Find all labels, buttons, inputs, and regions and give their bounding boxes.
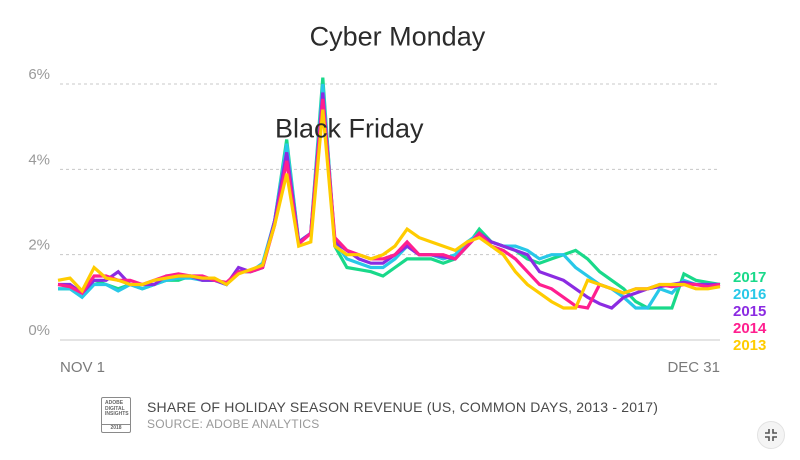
x-label-end: DEC 31 <box>667 359 720 376</box>
line-chart: 0% 2% 4% 6% NOV 1 DEC 31 Black Friday Cyber … <box>0 0 800 390</box>
chart-title: SHARE OF HOLIDAY SEASON REVENUE (US, COM… <box>147 399 658 415</box>
y-axis-ticks: 0% 2% 4% 6% <box>28 66 50 339</box>
adobe-insights-logo: ADOBE DIGITAL INSIGHTS 2018 <box>101 397 131 433</box>
y-tick-label: 0% <box>28 322 50 339</box>
chart-footer: ADOBE DIGITAL INSIGHTS 2018 SHARE OF HOL… <box>101 397 701 433</box>
legend-item-2014: 2014 <box>733 320 767 337</box>
badge-text: ADOBE DIGITAL INSIGHTS <box>105 400 129 417</box>
annotation-black-friday: Black Friday <box>275 113 424 143</box>
legend-item-2013: 2013 <box>733 337 766 354</box>
legend-item-2016: 2016 <box>733 286 766 303</box>
badge-year: 2018 <box>102 424 130 432</box>
series-lines <box>58 78 720 308</box>
legend-item-2017: 2017 <box>733 269 766 286</box>
x-axis-labels: NOV 1 DEC 31 <box>60 359 720 376</box>
series-line-2017 <box>58 78 720 308</box>
y-tick-label: 6% <box>28 66 50 83</box>
annotation-cyber-monday: Cyber Monday <box>310 22 486 52</box>
legend-item-2015: 2015 <box>733 303 766 320</box>
x-label-start: NOV 1 <box>60 359 105 376</box>
y-tick-label: 2% <box>28 237 50 254</box>
chart-source: SOURCE: ADOBE ANALYTICS <box>147 417 319 431</box>
expand-icon <box>764 428 778 442</box>
y-tick-label: 4% <box>28 151 50 168</box>
chart-annotations: Black Friday Cyber Monday <box>275 22 486 144</box>
expand-button[interactable] <box>757 421 785 449</box>
